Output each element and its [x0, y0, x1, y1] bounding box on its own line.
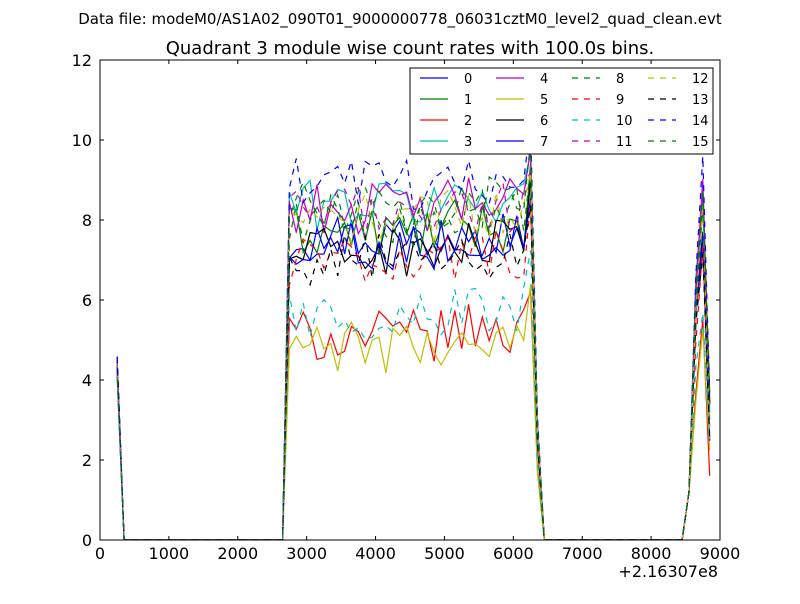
series-line-8 — [116, 167, 711, 540]
y-tick-label: 12 — [72, 51, 92, 70]
x-tick-label: 2000 — [217, 544, 258, 563]
legend-label-10: 10 — [616, 114, 633, 129]
x-offset-label: +2.16307e8 — [618, 562, 718, 581]
series-line-12 — [116, 172, 711, 540]
legend-label-0: 0 — [464, 72, 472, 87]
legend-label-15: 15 — [692, 135, 709, 150]
series-line-9 — [116, 200, 711, 540]
legend-label-9: 9 — [616, 93, 624, 108]
legend-label-7: 7 — [540, 135, 548, 150]
legend-label-6: 6 — [540, 114, 548, 129]
legend-label-3: 3 — [464, 135, 472, 150]
x-tick-label: 3000 — [286, 544, 327, 563]
series-group — [116, 123, 711, 540]
series-line-4 — [116, 150, 711, 540]
y-tick-label: 10 — [72, 131, 92, 150]
legend-label-2: 2 — [464, 114, 472, 129]
x-tick-label: 1000 — [149, 544, 190, 563]
x-tick-label: 8000 — [631, 544, 672, 563]
series-line-10 — [116, 250, 711, 540]
series-line-6 — [116, 181, 711, 540]
legend-label-13: 13 — [692, 93, 709, 108]
series-line-14 — [116, 123, 711, 540]
legend-label-4: 4 — [540, 72, 548, 87]
y-tick-label: 8 — [82, 211, 92, 230]
figure-suptitle: Data file: modeM0/AS1A02_090T01_90000007… — [78, 10, 722, 29]
x-tick-label: 6000 — [493, 544, 534, 563]
x-tick-label: 0 — [95, 544, 105, 563]
legend-label-12: 12 — [692, 72, 709, 87]
x-tick-label: 9000 — [700, 544, 741, 563]
x-tick-label: 5000 — [424, 544, 465, 563]
x-tick-label: 4000 — [355, 544, 396, 563]
series-line-2 — [116, 291, 711, 540]
legend-label-5: 5 — [540, 93, 548, 108]
legend-box — [409, 67, 714, 155]
legend-label-14: 14 — [692, 114, 709, 129]
legend-label-8: 8 — [616, 72, 624, 87]
y-tick-label: 4 — [82, 371, 92, 390]
y-tick-label: 6 — [82, 291, 92, 310]
series-line-15 — [116, 140, 711, 540]
legend-label-1: 1 — [464, 93, 472, 108]
series-line-5 — [116, 284, 711, 540]
chart-title: Quadrant 3 module wise count rates with … — [166, 38, 655, 59]
legend-label-11: 11 — [616, 135, 633, 150]
series-line-7 — [116, 198, 711, 540]
y-tick-label: 2 — [82, 451, 92, 470]
x-tick-label: 7000 — [562, 544, 603, 563]
series-line-13 — [116, 205, 711, 540]
y-tick-label: 0 — [82, 531, 92, 550]
